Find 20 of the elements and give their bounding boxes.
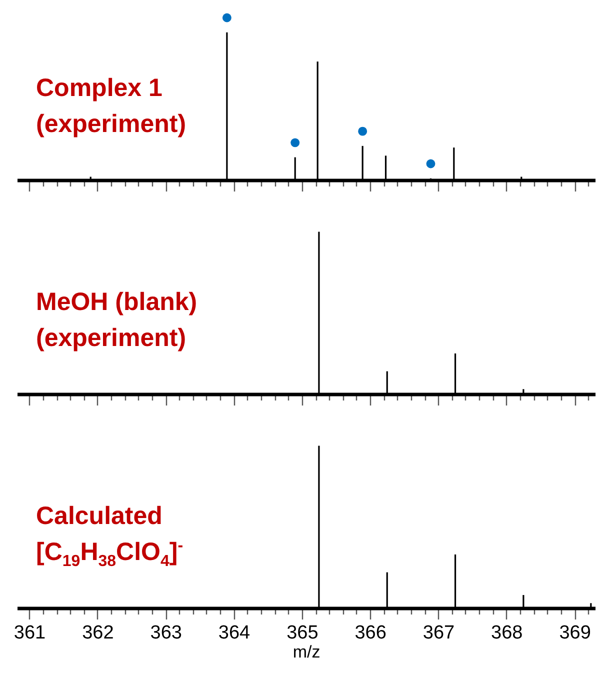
x-tick-label: 367 bbox=[422, 622, 455, 644]
x-tick-label: 364 bbox=[218, 622, 251, 644]
point bbox=[290, 138, 300, 148]
x-tick-label: 369 bbox=[559, 622, 591, 644]
x-tick-label: 361 bbox=[14, 622, 46, 644]
point bbox=[222, 13, 232, 22]
annotation: (experiment) bbox=[36, 109, 186, 140]
x-tick-label: 368 bbox=[491, 622, 523, 644]
point bbox=[426, 159, 436, 168]
annotation: [C$_{19}$H$_{38}$ClO$_{4}$]$^{-}$ bbox=[36, 536, 184, 572]
annotation: MeOH (blank) bbox=[36, 287, 198, 318]
annotation: (experiment) bbox=[36, 323, 188, 354]
annotation: Calculated bbox=[36, 501, 164, 532]
x-tick-label: 365 bbox=[286, 622, 318, 644]
x-tick-label: 366 bbox=[354, 622, 386, 644]
x-tick-label: 363 bbox=[150, 622, 182, 644]
annotation: Complex 1 bbox=[36, 73, 164, 104]
x-tick-label: 362 bbox=[82, 622, 114, 644]
x-axis-title: m/z bbox=[292, 642, 320, 662]
point bbox=[358, 126, 368, 136]
